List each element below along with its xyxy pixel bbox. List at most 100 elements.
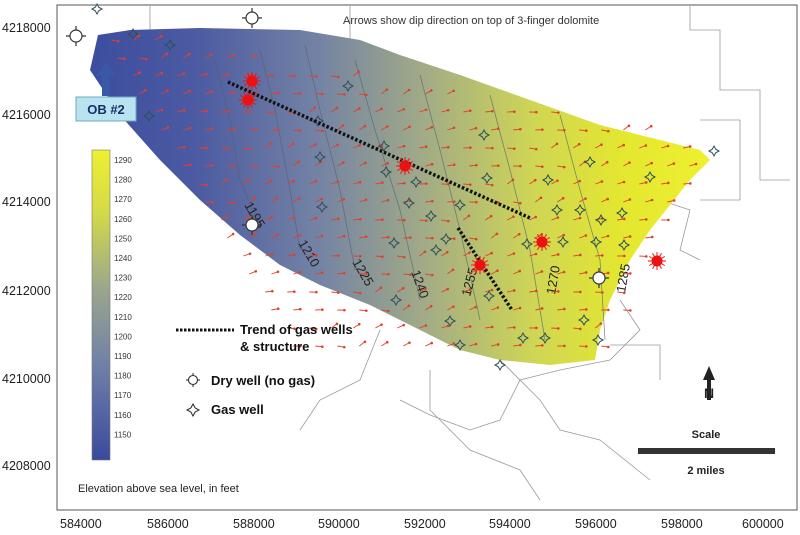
dip-arrow (293, 270, 302, 275)
color-bar-tick-label: 1160 (114, 411, 132, 420)
dip-arrow (595, 254, 604, 257)
dip-arrow (491, 127, 500, 131)
dip-arrow (397, 108, 406, 113)
legend: Trend of gas wells & structure Dry well … (176, 322, 353, 418)
dip-arrow (535, 344, 544, 347)
dip-arrow (441, 219, 450, 223)
dip-arrow (249, 128, 258, 131)
red-gas-well (471, 256, 489, 274)
dip-arrow (243, 110, 252, 114)
dip-arrow (551, 290, 560, 293)
dip-arrow (111, 39, 120, 43)
dip-arrow (337, 345, 346, 349)
dip-arrows (111, 34, 698, 349)
dip-arrow (359, 161, 367, 167)
dip-arrow (463, 325, 472, 329)
contour-label-1285: 1285 (613, 262, 633, 293)
gas-well-marker (482, 289, 496, 303)
dip-arrow (617, 291, 626, 295)
dip-arrow (529, 289, 538, 293)
dip-arrow (183, 89, 191, 95)
dry-well-2 (242, 8, 262, 28)
color-bar-tick-label: 1180 (114, 372, 132, 381)
dip-arrow (337, 161, 345, 167)
dip-arrow (309, 180, 318, 185)
gas-well-marker (550, 203, 564, 217)
dip-arrow (199, 109, 208, 113)
dip-arrow (337, 271, 346, 275)
color-bar-tick-label: 1190 (114, 352, 132, 361)
dip-arrow (425, 304, 433, 311)
dip-arrow (447, 126, 456, 131)
dip-arrow (375, 107, 383, 113)
dip-arrow (601, 160, 609, 167)
dip-arrow (551, 142, 559, 149)
dip-arrow (513, 306, 522, 311)
gas-well-marker (589, 235, 603, 249)
gas-well-marker (429, 243, 443, 257)
dip-arrow (353, 291, 362, 295)
dip-arrow (183, 163, 192, 167)
gas-well-marker (126, 27, 140, 41)
color-bar-tick-label: 1240 (114, 254, 132, 263)
dip-arrow (243, 178, 251, 185)
legend-trend-label-1: Trend of gas wells (240, 322, 353, 337)
dry-well-1 (66, 26, 86, 46)
dip-arrow (359, 340, 367, 347)
dip-arrow (161, 89, 169, 95)
dip-arrow (381, 309, 390, 313)
dip-arrow (419, 324, 428, 329)
dip-arrow (595, 143, 603, 149)
dip-arrow (265, 111, 274, 114)
dip-arrow (579, 308, 588, 311)
dip-arrow (579, 345, 588, 348)
dip-arrow (667, 199, 676, 203)
dip-arrow (639, 181, 648, 185)
dip-arrow (529, 252, 538, 257)
legend-gas-well-icon (185, 402, 201, 418)
dip-arrow (243, 215, 251, 221)
dip-arrow (403, 236, 412, 239)
dip-arrow (287, 142, 295, 149)
map-title-note: Arrows show dip direction on top of 3-fi… (343, 15, 599, 27)
dip-arrow (315, 129, 324, 133)
dip-arrow (315, 234, 324, 239)
ob2-marker: OB #2 (75, 62, 137, 122)
dip-arrow (551, 111, 560, 114)
dip-arrow (353, 107, 361, 113)
gas-well-marker (594, 213, 608, 227)
dip-arrow (205, 164, 214, 167)
dip-arrow (293, 197, 301, 203)
dip-arrow (513, 232, 521, 239)
red-gas-well (396, 157, 414, 175)
gas-well-marker (163, 38, 177, 52)
legend-gas-well-label: Gas well (211, 402, 264, 417)
dip-arrow (199, 183, 208, 187)
dip-arrow (265, 74, 274, 77)
y-axis: 4218000 4216000 4214000 4212000 4210000 … (2, 21, 51, 473)
dip-arrow (331, 217, 340, 221)
gas-well-marker (480, 171, 494, 185)
dip-arrow (337, 234, 346, 239)
dip-arrow (661, 181, 670, 185)
dip-arrow (227, 90, 236, 95)
dip-arrow (689, 162, 698, 167)
dip-arrow (595, 322, 603, 329)
dip-arrow (271, 165, 280, 169)
dip-arrow (617, 254, 626, 258)
dip-arrow (507, 215, 515, 221)
dip-arrow (601, 234, 610, 239)
color-bar-tick-label: 1170 (114, 391, 132, 400)
dip-arrow (227, 201, 236, 205)
dip-arrow (623, 272, 632, 275)
dip-arrow (337, 198, 346, 203)
dip-arrow (447, 89, 455, 95)
ob2-label: OB #2 (87, 102, 125, 117)
dip-arrow (661, 218, 670, 222)
dip-arrow (337, 93, 346, 96)
gas-well-marker (583, 155, 597, 169)
dip-arrow (117, 57, 126, 60)
dip-arrow (425, 236, 434, 240)
dip-arrow (557, 307, 566, 311)
dip-arrow (221, 215, 229, 221)
